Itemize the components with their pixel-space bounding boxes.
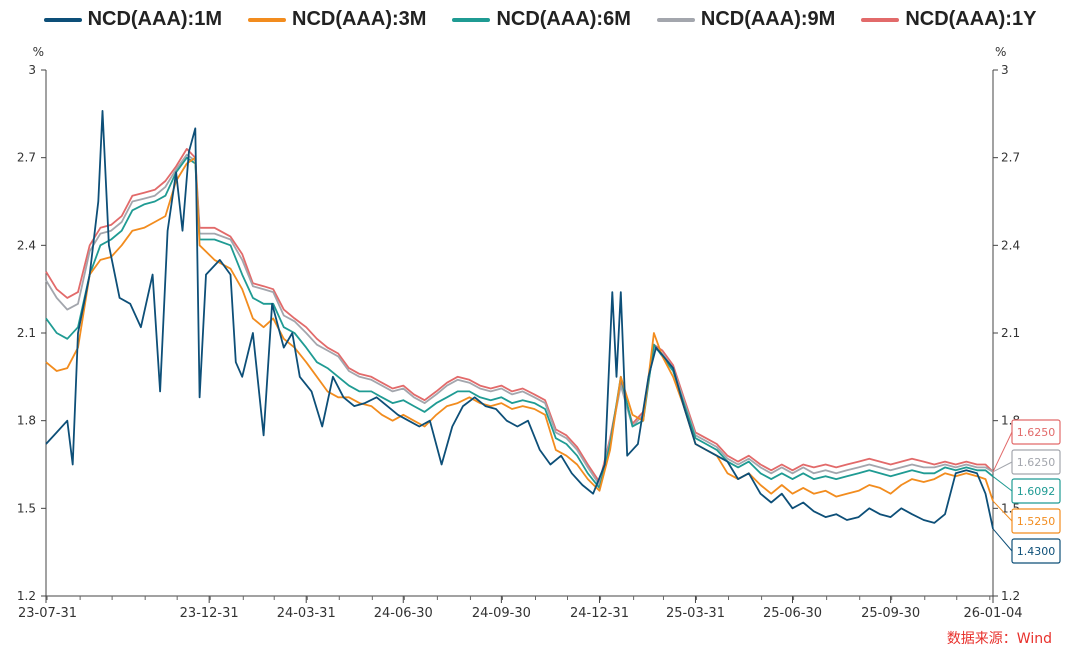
- x-tick-label: 24-12-31: [570, 606, 629, 621]
- y-tick-label-left: 3: [28, 63, 36, 77]
- callout-value: 1.5250: [1017, 515, 1056, 528]
- y-tick-label-right: 1.2: [1001, 589, 1020, 603]
- right-y-unit: %: [995, 45, 1006, 59]
- callout-leader: [992, 500, 1013, 522]
- x-tick-label: 24-06-30: [374, 606, 433, 621]
- y-tick-label-right: 2.4: [1001, 238, 1020, 252]
- x-tick-label: 24-03-31: [277, 606, 336, 621]
- legend-item: NCD(AAA):9M: [656, 8, 836, 31]
- x-tick-label: 25-09-30: [861, 606, 920, 621]
- y-tick-label-right: 2.1: [1001, 326, 1020, 340]
- y-tick-label-right: 2.7: [1001, 151, 1020, 165]
- data-source-note: 数据来源：Wind: [946, 631, 1052, 647]
- x-tick-label: 25-03-31: [666, 606, 725, 621]
- y-tick-label-left: 1.5: [17, 501, 36, 515]
- series-line-ncd-aaa-9m: [45, 153, 994, 486]
- callout-leader: [992, 431, 1013, 473]
- legend-label: NCD(AAA):6M: [496, 8, 631, 30]
- legend-label: NCD(AAA):3M: [292, 8, 427, 30]
- legend-swatch: [656, 17, 695, 22]
- series-line-ncd-aaa-1m: [45, 110, 994, 529]
- legend-label: NCD(AAA):1M: [87, 8, 222, 30]
- callout-value: 1.6250: [1017, 456, 1056, 469]
- x-tick-label: 26-01-04: [963, 606, 1022, 621]
- legend-item: NCD(AAA):1M: [43, 8, 222, 31]
- x-tick-label: 23-12-31: [180, 606, 239, 621]
- legend-swatch: [452, 17, 491, 22]
- callout-box: [1011, 449, 1061, 475]
- legend-item: NCD(AAA):6M: [452, 8, 631, 31]
- left-y-unit: %: [33, 45, 44, 59]
- callout-box: [1011, 419, 1061, 445]
- y-tick-label-left: 2.4: [17, 238, 36, 252]
- callout-box: [1011, 478, 1061, 504]
- legend-swatch: [43, 17, 82, 22]
- legend-swatch: [861, 17, 900, 22]
- callout-leader: [992, 528, 1013, 552]
- legend-label: NCD(AAA):1Y: [905, 8, 1037, 30]
- callout-box: [1011, 538, 1061, 564]
- chart-legend: NCD(AAA):1M NCD(AAA):3M NCD(AAA):6M NCD(AAA…: [0, 8, 1080, 31]
- legend-item: NCD(AAA):1Y: [861, 8, 1036, 31]
- callout-leader: [992, 476, 1013, 492]
- x-tick-label: 23-07-31: [18, 606, 77, 621]
- series-line-ncd-aaa-6m: [45, 156, 994, 489]
- y-tick-label-left: 1.2: [17, 589, 36, 603]
- series-line-ncd-aaa-3m: [45, 156, 994, 502]
- x-tick-label: 25-06-30: [763, 606, 822, 621]
- legend-item: NCD(AAA):3M: [248, 8, 426, 31]
- y-tick-label-right: 3: [1001, 63, 1009, 77]
- callout-value: 1.4300: [1017, 545, 1056, 558]
- callout-leader: [992, 461, 1013, 473]
- legend-label: NCD(AAA):9M: [700, 8, 836, 30]
- x-tick-label: 24-09-30: [472, 606, 531, 621]
- y-tick-label-left: 1.8: [17, 414, 36, 428]
- callout-value: 1.6092: [1017, 485, 1056, 498]
- y-tick-label-left: 2.1: [17, 326, 36, 340]
- callout-box: [1011, 508, 1061, 534]
- y-tick-label-left: 2.7: [17, 151, 36, 165]
- callout-value: 1.6250: [1017, 426, 1056, 439]
- series-line-ncd-aaa-1y: [45, 147, 994, 483]
- legend-swatch: [248, 17, 286, 22]
